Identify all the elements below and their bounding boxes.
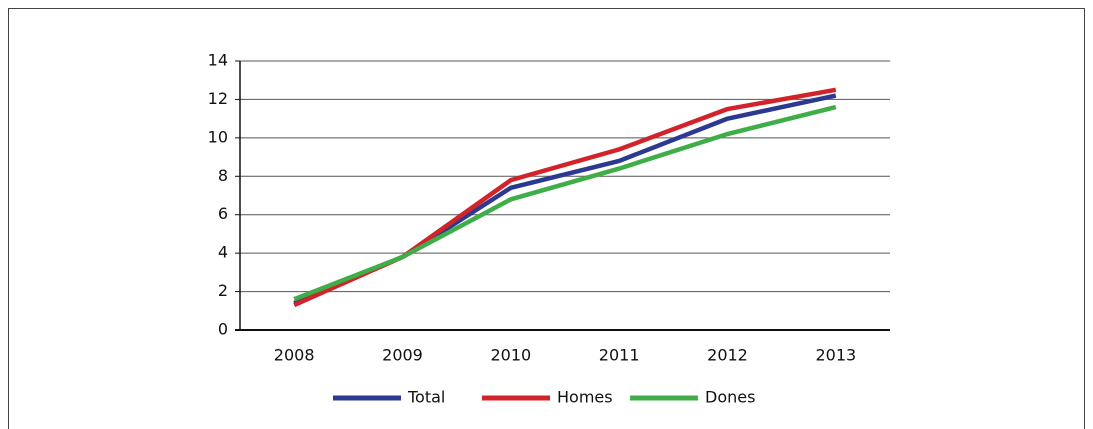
x-tick-label: 2011 [599, 346, 640, 365]
x-tick-label: 2012 [707, 346, 748, 365]
y-tick-label: 6 [218, 204, 228, 223]
x-tick-label: 2010 [490, 346, 531, 365]
x-tick-label: 2013 [815, 346, 856, 365]
y-tick-label: 10 [208, 127, 228, 146]
series-line [293, 104, 837, 302]
y-tick-label: 12 [208, 89, 228, 108]
legend-label: Dones [705, 388, 755, 407]
y-tick-label: 4 [218, 243, 228, 262]
legend-label: Homes [557, 388, 613, 407]
frame [8, 8, 1085, 429]
x-tick-label: 2009 [382, 346, 423, 365]
legend-label: Total [407, 388, 445, 407]
y-tick-label: 0 [218, 320, 228, 339]
y-tick-label: 8 [218, 166, 228, 185]
x-tick-label: 2008 [274, 346, 315, 365]
y-tick-label: 2 [218, 281, 228, 300]
series-line [293, 87, 837, 308]
y-tick-label: 14 [208, 51, 228, 70]
